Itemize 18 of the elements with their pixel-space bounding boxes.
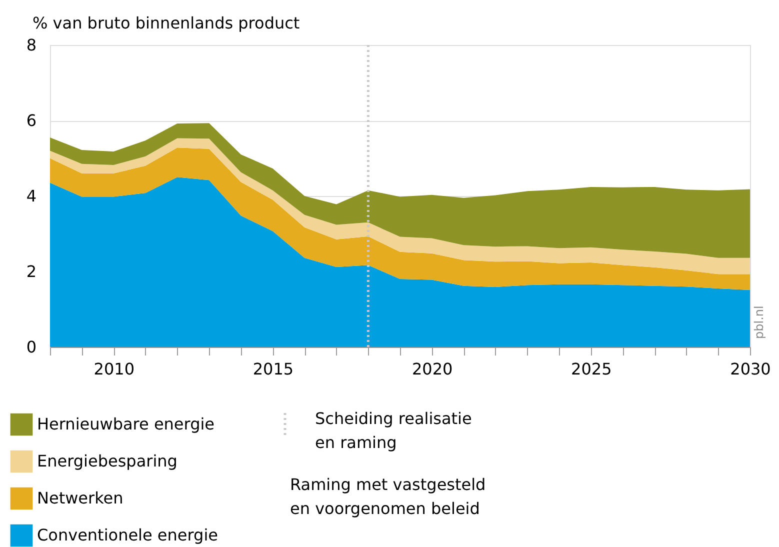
- y-axis-title: % van bruto binnenlands product: [32, 14, 300, 32]
- x-tick-label: 2010: [94, 360, 134, 378]
- legend-label: Energiebesparing: [37, 452, 178, 470]
- y-tick-label: 0: [26, 338, 36, 356]
- legend-label: Netwerken: [37, 488, 124, 508]
- y-tick-label: 4: [26, 186, 36, 206]
- x-tick-label: 2025: [571, 360, 612, 378]
- legend-label: Hernieuwbare energie: [37, 414, 215, 434]
- legend-label: Conventionele energie: [37, 526, 218, 544]
- text: pbl.nl: [752, 306, 766, 339]
- x-tick-label: 2015: [252, 360, 294, 378]
- y-tick-label: 6: [26, 111, 36, 130]
- text: Raming met vastgesteld en voorgenomen beleid: [290, 475, 486, 518]
- x-tick-label: 2020: [412, 360, 453, 378]
- y-tick-label: 8: [26, 36, 36, 54]
- x-tick-label: 2030: [730, 360, 771, 378]
- y-tick-label: 2: [26, 262, 36, 281]
- legend-label: Scheiding realisatie en raming: [315, 409, 472, 452]
